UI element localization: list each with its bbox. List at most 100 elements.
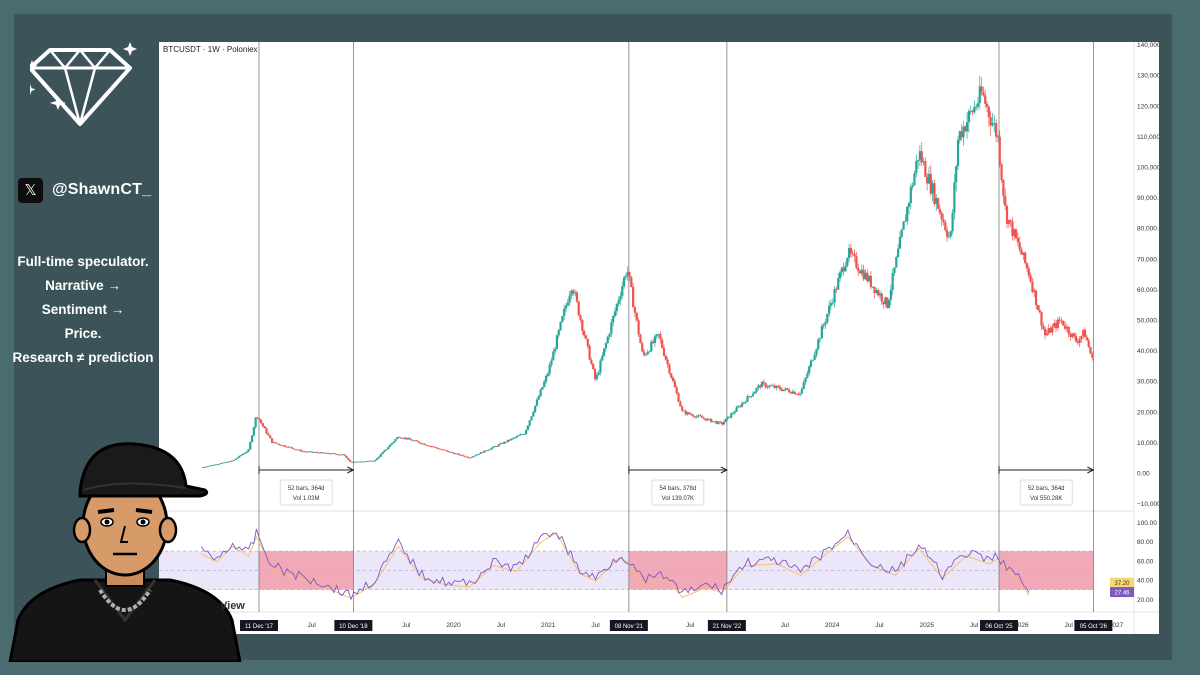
candle-body (742, 402, 745, 404)
rsi-ma-value: 37.20 (1114, 581, 1130, 587)
candle-body (909, 187, 912, 204)
time-tick-label: Jul (402, 622, 411, 629)
candle-body (715, 421, 718, 424)
candle-body (635, 312, 638, 321)
candle-body (396, 437, 399, 440)
candle-body (688, 412, 691, 415)
candle-body (336, 454, 339, 455)
candle-body (642, 351, 646, 355)
candle-body (564, 305, 568, 309)
time-tick-label: 2026 (1014, 622, 1029, 629)
candle-body (666, 359, 669, 365)
candle-body (236, 457, 239, 459)
candle-body (644, 354, 647, 356)
candle-body (272, 442, 275, 444)
candle-body (238, 455, 241, 458)
price-tick-label: 100,000.00 (1137, 165, 1159, 172)
candle-body (726, 416, 729, 419)
candle-body (662, 348, 666, 356)
candle-body (985, 103, 989, 107)
candle-body (546, 373, 549, 376)
candle-body (782, 389, 785, 391)
candle-body (548, 364, 551, 374)
candle-body (265, 428, 268, 434)
candle-body (802, 382, 805, 389)
candle-body (256, 417, 259, 419)
candle-body (314, 452, 317, 453)
candle-body (397, 437, 401, 438)
time-tick-label: Jul (497, 622, 506, 629)
candle-body (597, 372, 600, 375)
rsi-value-tag (1110, 587, 1134, 598)
candle-body (283, 445, 286, 447)
time-tick-label: Jul (591, 622, 600, 629)
candle-body (822, 324, 825, 327)
candle-body (1062, 320, 1065, 326)
candle-body (817, 339, 820, 350)
candle-body (931, 183, 934, 194)
candle-body (479, 452, 482, 454)
candle-body (385, 449, 388, 451)
candle-body (319, 452, 323, 454)
candle-body (1047, 327, 1050, 334)
bio-line: Sentiment → (41, 302, 125, 317)
chart-panel: 140,000.00 130,000.00 120,000.00 110,000.00… (159, 42, 1159, 634)
candle-body (535, 399, 539, 406)
candle-body (218, 463, 221, 465)
candle-body (740, 403, 744, 407)
candle-body (764, 383, 767, 388)
candle-body (929, 173, 932, 194)
candle-body (221, 462, 225, 464)
candle-body (1031, 281, 1034, 292)
candle-body (971, 110, 974, 113)
candle-body (363, 461, 366, 463)
candle-body (436, 447, 439, 449)
candle-body (240, 455, 243, 456)
candle-body (1051, 326, 1054, 333)
candle-body (367, 461, 370, 462)
candle-body (833, 288, 836, 303)
candle-body (463, 455, 466, 457)
candle-body (857, 267, 860, 272)
candle-body (407, 438, 410, 440)
candle-body (844, 265, 847, 272)
candle-body (936, 198, 940, 209)
candle-body (1083, 329, 1087, 338)
range-label-volume: Vol 550.28K (1030, 496, 1062, 502)
candle-body (626, 271, 629, 277)
candle-body (428, 445, 431, 447)
candle-body (488, 449, 491, 451)
candle-body (664, 355, 667, 360)
candle-body (751, 393, 755, 397)
date-marker-label: 05 Oct '26 (1080, 624, 1108, 630)
candle-body (232, 459, 235, 461)
candle-body (259, 420, 263, 424)
candle-body (332, 453, 335, 455)
candle-body (503, 441, 506, 444)
date-marker-tag (334, 620, 373, 631)
candle-body (762, 381, 765, 384)
candle-body (955, 166, 958, 183)
candle-body (786, 388, 789, 390)
candle-body (499, 443, 502, 445)
candle-body (653, 336, 657, 343)
candle-body (858, 271, 862, 274)
date-marker-tag (980, 620, 1018, 631)
candle-body (543, 381, 546, 388)
candle-body (350, 461, 353, 463)
candle-body (771, 385, 774, 387)
candle-body (987, 106, 990, 118)
candle-body (877, 290, 880, 296)
candle-body (633, 307, 637, 313)
candle-body (387, 447, 390, 450)
candle-body (942, 219, 945, 223)
candle-body (938, 208, 941, 213)
candle-body (1014, 229, 1018, 239)
candle-body (505, 441, 508, 443)
candle-body (891, 272, 894, 290)
candle-body (668, 364, 671, 374)
candle-body (599, 360, 602, 373)
candle-body (924, 161, 927, 178)
candle-body (289, 446, 292, 448)
candle-body (944, 222, 947, 231)
